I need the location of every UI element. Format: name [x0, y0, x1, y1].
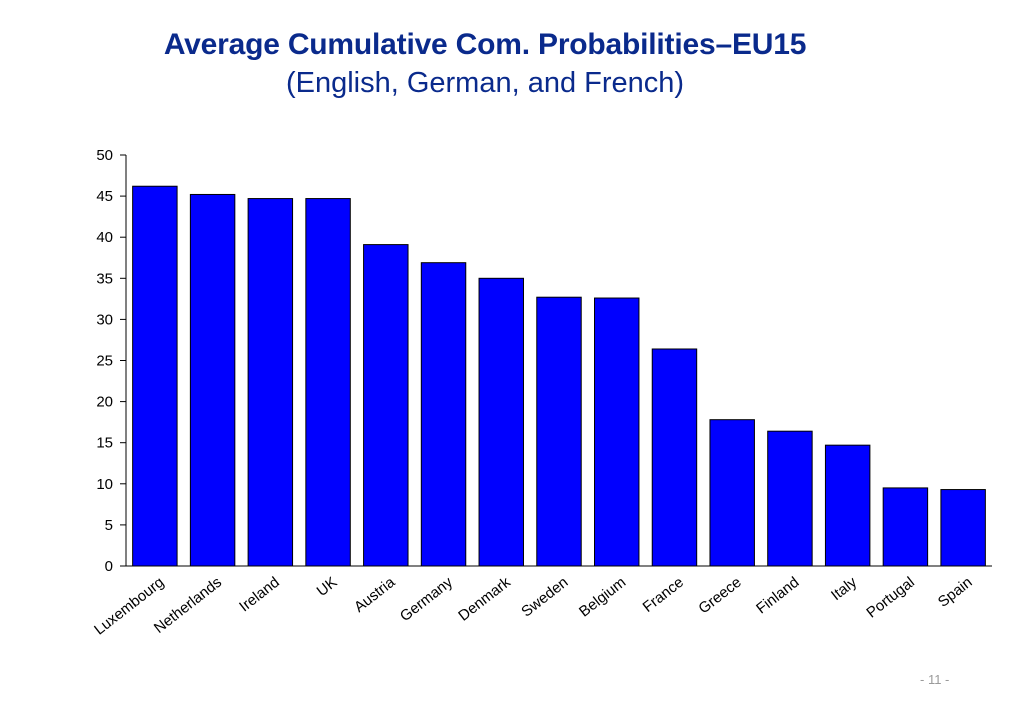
- x-tick-label: UK: [314, 574, 341, 600]
- bar-uk: [305, 198, 351, 567]
- y-tick-label: 45: [96, 188, 113, 205]
- y-tick-label: 20: [96, 394, 113, 411]
- y-tick-label: 30: [96, 311, 113, 328]
- x-tick-label: Belgium: [576, 574, 629, 621]
- bar-ireland: [247, 198, 294, 567]
- x-tick-label: Denmark: [455, 573, 514, 624]
- bar-germany: [420, 262, 467, 567]
- y-tick-label: 0: [105, 558, 113, 575]
- bar-greece: [709, 419, 755, 567]
- x-tick-label: Portugal: [863, 574, 917, 622]
- x-tick-label: Spain: [935, 574, 976, 611]
- chart-subtitle: (English, German, and French): [285, 67, 685, 99]
- bar-denmark: [478, 277, 524, 567]
- bar-luxembourg: [132, 185, 178, 567]
- bar-finland: [767, 430, 813, 567]
- x-tick-label: Italy: [828, 573, 861, 604]
- y-tick-label: 50: [96, 147, 113, 164]
- page-number: - 11 -: [920, 672, 950, 687]
- y-tick-label: 15: [96, 435, 113, 452]
- bar-spain: [940, 489, 986, 567]
- chart-title: Average Cumulative Com. Probabilities–EU…: [163, 28, 807, 61]
- x-tick-label: Finland: [753, 574, 802, 618]
- bar-netherlands: [189, 193, 236, 567]
- bar-austria: [363, 244, 409, 567]
- x-tick-label: Greece: [695, 574, 744, 618]
- x-tick-label: Austria: [351, 573, 399, 616]
- bar-sweden: [536, 296, 582, 567]
- bar-portugal: [882, 487, 929, 567]
- bar-italy: [824, 444, 871, 567]
- bar-france: [651, 348, 698, 567]
- y-axis: 0 5 10 15 20 25 30 35 40 45 50: [96, 147, 127, 575]
- x-tick-label: Germany: [397, 573, 456, 625]
- y-tick-label: 10: [96, 476, 113, 493]
- y-tick-label: 5: [105, 517, 113, 534]
- y-tick-label: 25: [96, 353, 113, 370]
- x-tick-label: Ireland: [236, 574, 283, 616]
- x-tick-label: Sweden: [518, 574, 571, 621]
- bars: [132, 185, 986, 567]
- y-tick-label: 35: [96, 270, 113, 287]
- y-tick-label: 40: [96, 229, 113, 246]
- bar-belgium: [594, 297, 640, 567]
- x-tick-label: France: [640, 574, 687, 616]
